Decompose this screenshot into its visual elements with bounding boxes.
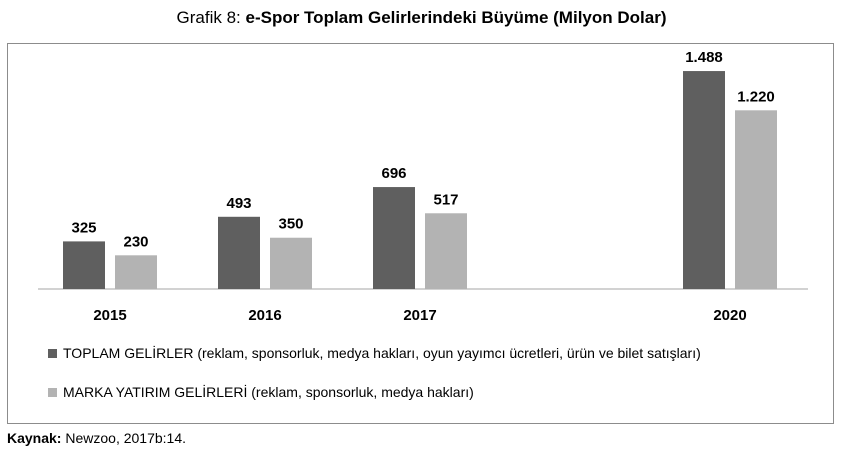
data-label-2015-series-1: 230 [123, 233, 148, 250]
data-label-2017-series-0: 696 [381, 165, 406, 182]
bar-2017-series-1 [425, 213, 467, 289]
chart-title-main: e-Spor Toplam Gelirlerindeki Büyüme (Mil… [245, 8, 667, 27]
legend-item-total: TOPLAM GELİRLER (reklam, sponsorluk, med… [48, 345, 701, 361]
chart-title: Grafik 8: e-Spor Toplam Gelirlerindeki B… [0, 8, 843, 28]
bar-2015-series-0 [63, 241, 105, 289]
bar-2020-series-1 [735, 110, 777, 290]
x-tick-label-2016: 2016 [248, 307, 281, 324]
data-label-2016-series-0: 493 [226, 195, 251, 212]
bar-2016-series-0 [218, 216, 260, 289]
bar-2017-series-0 [373, 187, 415, 289]
data-label-2016-series-1: 350 [278, 216, 303, 233]
bar-2016-series-1 [270, 237, 312, 289]
x-tick-label-2020: 2020 [713, 307, 746, 324]
legend-label-total: TOPLAM GELİRLER (reklam, sponsorluk, med… [63, 345, 701, 361]
chart-frame [7, 43, 834, 424]
legend-label-brand: MARKA YATIRIM GELİRLERİ (reklam, sponsor… [63, 384, 474, 400]
bar-2015-series-1 [115, 255, 157, 289]
legend-swatch-brand [48, 387, 57, 397]
legend-item-brand: MARKA YATIRIM GELİRLERİ (reklam, sponsor… [48, 384, 474, 400]
data-label-2020-series-0: 1.488 [685, 49, 723, 66]
legend-swatch-total [48, 348, 57, 358]
source-note: Kaynak: Newzoo, 2017b:14. [7, 430, 186, 446]
bar-2020-series-0 [683, 71, 725, 290]
source-label: Kaynak: [7, 430, 62, 446]
x-tick-label-2015: 2015 [93, 307, 126, 324]
data-label-2015-series-0: 325 [71, 219, 96, 236]
source-text: Newzoo, 2017b:14. [65, 430, 186, 446]
data-label-2017-series-1: 517 [433, 191, 458, 208]
x-tick-label-2017: 2017 [403, 307, 436, 324]
chart-title-prefix: Grafik 8: [176, 8, 241, 27]
data-label-2020-series-1: 1.220 [737, 88, 775, 105]
